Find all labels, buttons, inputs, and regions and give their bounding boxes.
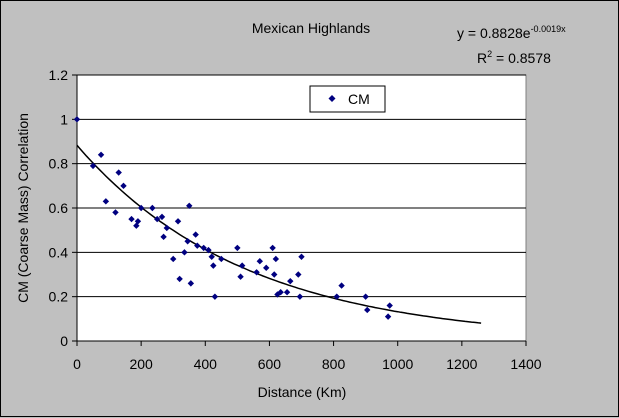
data-point [184, 238, 191, 245]
x-tick-label: 600 [258, 356, 282, 372]
data-point [364, 306, 371, 314]
data-point [208, 253, 215, 260]
data-point [218, 255, 225, 263]
data-point [97, 151, 105, 158]
y-tick-label: 1.2 [49, 67, 69, 83]
data-point [133, 222, 140, 229]
data-point [153, 215, 161, 223]
data-point [158, 213, 166, 221]
data-point [89, 162, 97, 170]
x-tick-label: 1400 [510, 356, 541, 372]
data-point [298, 253, 305, 260]
y-ticks: 0 0.2 0.4 0.6 0.8 1 1.2 [49, 67, 77, 349]
y-tick-label: 1 [60, 111, 68, 127]
data-point [160, 233, 167, 241]
x-tick-label: 1000 [382, 356, 413, 372]
y-axis-label: CM (Coarse Mass) Correlation [15, 113, 31, 303]
data-point [269, 244, 276, 252]
data-point [149, 204, 156, 212]
data-point [237, 273, 244, 280]
data-point [170, 255, 177, 263]
data-point [102, 198, 110, 205]
data-point [134, 218, 142, 225]
data-point [333, 293, 340, 300]
data-point [238, 262, 246, 269]
data-point [115, 169, 122, 176]
y-tick-label: 0.8 [49, 156, 69, 172]
data-point [271, 271, 278, 278]
data-point [176, 275, 183, 283]
data-point [187, 280, 195, 287]
data-point [211, 293, 219, 300]
y-tick-label: 0.2 [49, 289, 69, 305]
data-point [362, 293, 369, 300]
y-tick-label: 0.4 [49, 244, 69, 260]
data-point [163, 224, 170, 232]
data-point [386, 302, 393, 309]
data-point [194, 242, 201, 249]
data-point [296, 293, 304, 300]
data-point [200, 244, 207, 252]
data-point [272, 255, 280, 263]
y-tick-label: 0 [60, 333, 68, 349]
x-tick-label: 200 [129, 356, 153, 372]
data-point [295, 271, 302, 278]
legend-box [309, 85, 386, 113]
x-ticks: 0 200 400 600 800 1000 1200 1400 [73, 341, 542, 372]
data-point [263, 264, 270, 272]
trendline [76, 144, 482, 324]
data-point [253, 269, 260, 276]
data-point [192, 231, 199, 238]
data-point [186, 202, 193, 209]
data-point [277, 289, 284, 296]
legend-marker [328, 95, 336, 102]
x-tick-label: 800 [322, 356, 346, 372]
x-axis-label: Distance (Km) [258, 384, 347, 400]
trendline-equation: y = 0.8828e-0.0019x [457, 24, 566, 41]
chart-title: Mexican Highlands [252, 20, 370, 36]
x-tick-label: 0 [73, 356, 81, 372]
data-points [73, 116, 393, 320]
x-tick-label: 1200 [446, 356, 477, 372]
data-point [120, 182, 127, 190]
data-point [256, 258, 264, 265]
data-point [174, 218, 182, 225]
legend-label: CM [348, 91, 370, 107]
y-tick-label: 0.6 [49, 200, 69, 216]
data-point [128, 215, 135, 223]
x-tick-label: 400 [194, 356, 218, 372]
r-squared: R2 = 0.8578 [477, 49, 551, 66]
data-point [283, 289, 291, 296]
data-point [384, 313, 392, 320]
data-point [73, 116, 81, 123]
data-point [205, 246, 212, 254]
data-point [112, 209, 119, 216]
data-point [137, 204, 145, 212]
data-point [338, 282, 345, 289]
data-point [287, 277, 294, 285]
data-point [181, 249, 188, 256]
legend: CM [309, 85, 386, 113]
data-point [210, 262, 217, 269]
data-point [234, 244, 241, 252]
